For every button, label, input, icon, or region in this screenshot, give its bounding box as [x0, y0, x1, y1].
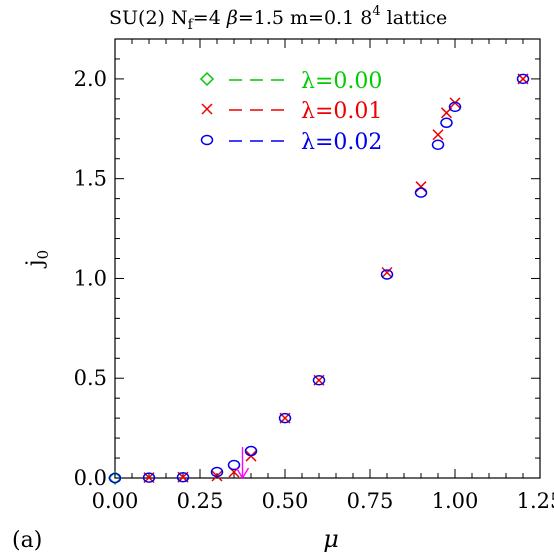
data-point-circle — [440, 117, 453, 129]
data-point-cross — [381, 266, 393, 278]
axis-labels: μ j0 (a) — [12, 250, 339, 553]
data-point-circle — [380, 269, 394, 280]
y-axis-label: j0 — [23, 250, 52, 269]
arrow-head — [235, 467, 250, 480]
data-point-circle — [227, 459, 241, 471]
data-point-diamond — [107, 470, 123, 486]
x-tick-label: 1.25 — [517, 489, 554, 513]
x-axis-label: μ — [323, 525, 339, 553]
x-tick-label: 1.00 — [432, 489, 479, 513]
data-point-circle — [414, 187, 428, 198]
x-tick-label: 0.50 — [262, 489, 309, 513]
data-point-cross — [432, 129, 444, 141]
chart-title-text: SU(2) Nf=4 β=1.5 m=0.1 84 lattice — [109, 4, 447, 33]
data-point-circle — [448, 101, 462, 113]
data-point-circle — [431, 139, 445, 151]
y-tick-label: 0.0 — [74, 466, 107, 490]
axis-ticks — [114, 38, 541, 479]
data-point-cross — [415, 181, 427, 193]
chart-title: SU(2) Nf=4 β=1.5 m=0.1 84 lattice — [109, 4, 447, 33]
y-tick-label: 1.0 — [74, 266, 107, 290]
data-point-circle — [176, 471, 190, 483]
legend-label: λ=0.01 — [301, 99, 382, 124]
panel-label: (a) — [12, 528, 42, 553]
data-point-circle — [278, 412, 292, 424]
data-point-circle — [210, 466, 224, 478]
data-point-circle — [108, 472, 122, 484]
data-point-circle — [142, 472, 156, 483]
x-tick-label: 0.75 — [347, 489, 394, 513]
data-point-cross — [201, 103, 213, 115]
x-tick-labels: 0.00 0.25 0.50 0.75 1.00 1.25 — [92, 489, 554, 513]
y-tick-labels: 0.0 0.5 1.0 1.5 2.0 — [74, 67, 107, 490]
y-tick-label: 1.5 — [74, 167, 107, 191]
x-tick-label: 0.00 — [92, 489, 139, 513]
data-point-diamond — [199, 71, 215, 87]
annotation-arrow — [235, 447, 250, 480]
legend: λ=0.00 λ=0.01 λ=0.02 — [199, 69, 382, 155]
data-point-circle — [516, 73, 530, 85]
data-point-circle — [244, 445, 258, 457]
data-point-circle — [200, 134, 214, 146]
y-tick-label: 0.5 — [74, 366, 107, 390]
legend-label: λ=0.00 — [301, 69, 382, 94]
y-tick-label: 2.0 — [74, 67, 107, 91]
legend-label: λ=0.02 — [301, 130, 382, 155]
data-point-circle — [312, 374, 326, 386]
data-points — [107, 73, 530, 486]
x-tick-label: 0.25 — [177, 489, 224, 513]
